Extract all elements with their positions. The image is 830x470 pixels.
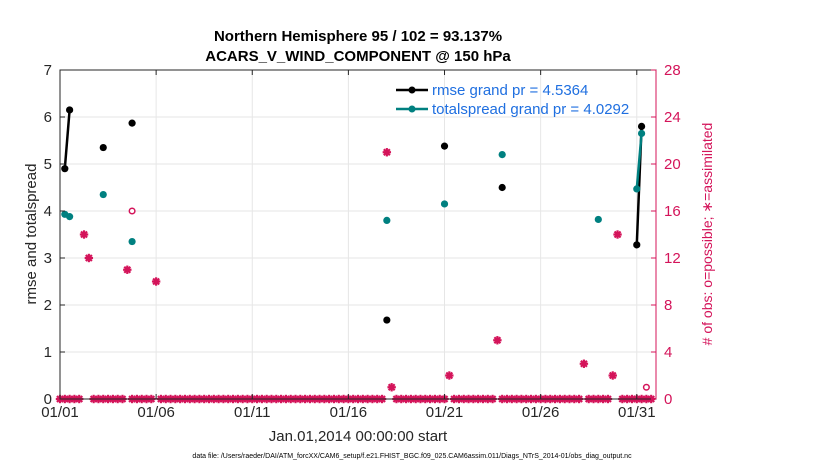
- x-tick-label: 01/31: [618, 404, 656, 421]
- x-tick-label: 01/26: [522, 404, 560, 421]
- rmse-point: [128, 119, 136, 127]
- y-tick-label-right: 8: [664, 297, 672, 314]
- legend-rmse-label: rmse grand pr = 4.5364: [432, 82, 588, 99]
- spread-point: [99, 190, 107, 199]
- spread-point: [440, 200, 449, 208]
- spread-point: [633, 185, 641, 193]
- y-tick-label-left: 3: [44, 250, 52, 267]
- y-tick-label-left: 7: [44, 62, 52, 79]
- y-tick-label-left: 6: [44, 109, 52, 126]
- y-tick-label-right: 28: [664, 62, 681, 79]
- x-tick-label: 01/16: [330, 404, 368, 421]
- chart-title-line1: Northern Hemisphere 95 / 102 = 93.137%: [214, 28, 502, 45]
- rmse-point: [99, 143, 107, 152]
- x-axis-label: Jan.01,2014 00:00:00 start: [269, 428, 448, 445]
- spread-point: [498, 151, 506, 159]
- assimilated-obs-marker: [445, 371, 454, 380]
- rmse-point: [498, 183, 506, 192]
- x-tick-label: 01/21: [426, 404, 464, 421]
- spread-point: [594, 215, 602, 224]
- axis-ticks: 01/01 01/06 01/11 01/16 01/21 01/26 01/3101234…: [41, 62, 680, 421]
- y-tick-label-right: 16: [664, 203, 681, 220]
- assimilated-obs-marker: [79, 230, 89, 239]
- spread-line-segment: [635, 133, 643, 190]
- x-tick-label: 01/11: [234, 404, 270, 421]
- spread-point: [66, 213, 74, 221]
- data-file-footnote: data file: /Users/raeder/DAI/ATM_forcXX/…: [192, 453, 632, 460]
- x-tick-label: 01/01: [41, 404, 79, 421]
- rmse-point: [440, 142, 449, 150]
- assimilated-obs-marker: [382, 148, 392, 157]
- grid-lines: [59, 69, 656, 400]
- legend-spread-marker: [408, 105, 416, 113]
- y-tick-label-left: 2: [44, 297, 52, 314]
- legend-spread-label: totalspread grand pr = 4.0292: [432, 101, 629, 118]
- y-tick-label-left: 5: [44, 156, 52, 173]
- assimilated-obs-marker: [579, 359, 589, 368]
- y-tick-label-right: 12: [664, 250, 681, 267]
- assimilated-obs-marker: [387, 383, 396, 392]
- y-tick-label-right: 20: [664, 156, 681, 173]
- y-tick-label-left: 1: [44, 344, 52, 361]
- assimilated-obs-marker: [608, 371, 617, 380]
- chart-title-line2: ACARS_V_WIND_COMPONENT @ 150 hPa: [205, 48, 511, 65]
- y-axis-label-left: rmse and totalspread: [23, 164, 40, 305]
- possible-obs-marker: [642, 383, 650, 391]
- rmse-point: [66, 106, 74, 114]
- spread-point: [637, 129, 646, 138]
- rmse-point: [637, 122, 646, 130]
- y-tick-label-right: 4: [664, 344, 672, 361]
- possible-obs-marker: [128, 207, 136, 215]
- y-tick-label-left: 0: [44, 391, 52, 408]
- spread-point: [383, 216, 391, 224]
- assimilated-obs-marker: [613, 230, 622, 239]
- legend: rmse grand pr = 4.5364 totalspread grand…: [396, 82, 629, 118]
- rmse-point: [61, 165, 69, 173]
- y-tick-label-right: 0: [664, 391, 672, 408]
- y-tick-label-right: 24: [664, 109, 681, 126]
- assimilated-obs-marker: [151, 277, 161, 286]
- y-tick-label-left: 4: [44, 203, 52, 220]
- assimilated-obs-marker: [123, 265, 132, 274]
- plot-area: [60, 70, 656, 399]
- spread-point: [128, 237, 136, 246]
- y-axis-label-right: # of obs: o=possible; ∗=assimilated: [699, 123, 715, 346]
- assimilated-obs-marker: [493, 336, 502, 345]
- rmse-point: [633, 241, 641, 249]
- legend-rmse-marker: [408, 86, 416, 94]
- rmse-line-segment: [63, 109, 71, 169]
- x-tick-label: 01/06: [137, 404, 175, 421]
- rmse-point: [383, 316, 391, 324]
- assimilated-obs-marker: [84, 253, 94, 263]
